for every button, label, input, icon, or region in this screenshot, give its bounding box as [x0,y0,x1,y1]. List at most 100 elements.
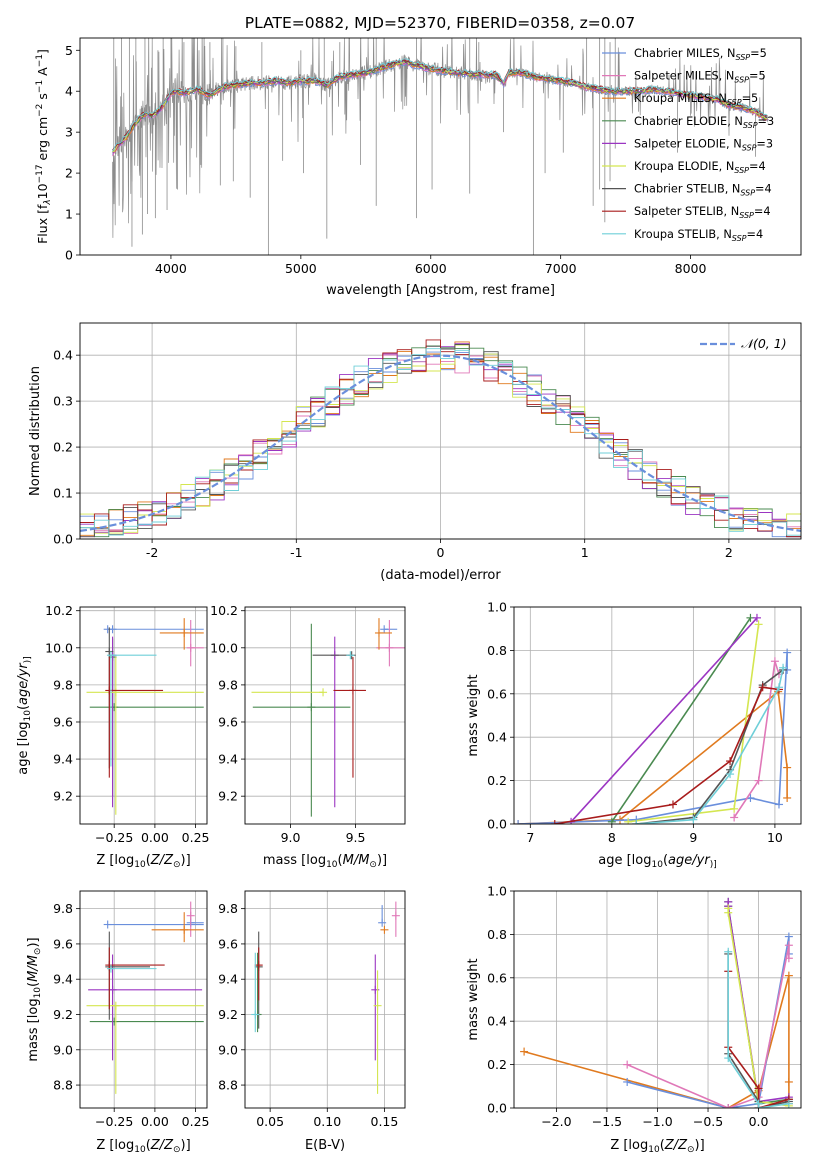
weight-line-salpeter-elodie [570,617,758,823]
plot-area [86,618,204,815]
x-axis-label: Z [log10(Z/Z⊙)] [96,853,190,870]
y-tick-label: 0 [65,248,73,263]
x-tick-label: 0.0 [749,1114,769,1129]
y-tick-label: 0.3 [53,394,73,409]
x-tick-label: 0.15 [371,1114,399,1129]
y-tick-label: 0.2 [53,440,73,455]
x-tick-label: 7 [526,830,534,845]
y-tick-label: 0.8 [487,643,507,658]
axes-frame [79,606,208,825]
y-tick-label: 9.4 [218,972,238,987]
y-tick-label: 0.1 [53,486,73,501]
y-axis-label: age [log10(age/yr)] [16,656,33,774]
x-axis-label: Z [log10(Z/Z⊙)] [610,1138,704,1155]
legend-entry: Salpeter ELODIE, NSSP=3 [634,137,773,152]
y-tick-label: 8.8 [218,1078,238,1093]
y-tick-label: 9.0 [53,1042,73,1057]
legend-entry: Chabrier MILES, NSSP=5 [634,47,767,62]
x-tick-label: 0.25 [182,830,210,845]
y-tick-label: 9.4 [53,972,73,987]
mass-vs-ebv-panel: 0.05 0.10 0.15 8.8 9.0 9.2 9.4 9.6 9.8 E(B-V) [218,890,406,1153]
y-tick-label: 9.4 [53,752,73,767]
x-tick-label: 0.00 [141,1114,169,1129]
legend-entry: Chabrier STELIB, NSSP=4 [634,183,772,198]
x-axis-label: E(B-V) [305,1138,345,1153]
mass-vs-metallicity-panel: −0.25 0.00 0.25 8.8 9.0 9.2 9.4 9.6 9.8 Z [log10(… [26,890,210,1155]
x-tick-label: 8 [608,830,616,845]
axes-frame [79,322,802,540]
axes-frame [79,890,208,1109]
y-tick-label: 9.8 [53,677,73,692]
y-tick-label: 1.0 [487,884,507,899]
mass-weight-vs-metallicity-panel: −2.0 −1.5 −1.0 −0.5 0.0 0.0 0.2 0.4 0.6 0.8 1.0 Z [… [466,884,802,1155]
y-tick-label: 0.6 [487,686,507,701]
x-tick-label: 0.10 [313,1114,341,1129]
figure-title: PLATE=0882, MJD=52370, FIBERID=0358, z=0… [245,14,635,32]
y-tick-label: 10.2 [45,603,73,618]
legend-entry: Kroupa MILES, NSSP=5 [634,92,758,107]
plot-area [520,897,793,1108]
axes-frame [244,890,406,1109]
model-line-salpeter-miles [112,62,768,157]
x-tick-label: 9 [689,830,697,845]
residual-histogram-kroupa-elodie [80,344,801,534]
legend-entry: Chabrier ELODIE, NSSP=3 [634,115,774,130]
y-tick-label: 0.2 [487,773,507,788]
model-line-kroupa-stelib [112,58,768,152]
y-tick-label: 9.8 [53,901,73,916]
x-axis-label: Z [log10(Z/Z⊙)] [96,1138,190,1155]
x-tick-label: −0.25 [95,830,133,845]
x-tick-label: 10 [767,830,783,845]
y-tick-label: 0.4 [53,348,73,363]
x-tick-label: 0 [437,545,445,560]
x-tick-label: 8000 [675,261,707,276]
y-tick-label: 9.6 [218,936,238,951]
y-tick-label: 9.0 [218,1042,238,1057]
legend-entry: Kroupa ELODIE, NSSP=4 [634,160,766,175]
y-tick-label: 9.8 [218,901,238,916]
y-axis-label: Flux [fλ10−17 erg cm−2 s−1 A−1] [35,49,53,244]
x-tick-label: −0.5 [693,1114,723,1129]
y-tick-label: 9.8 [218,677,238,692]
x-tick-label: 5000 [285,261,317,276]
y-tick-label: 9.6 [218,714,238,729]
spectrum-panel: 4000 5000 6000 7000 8000 0 1 2 3 4 5 Chabrier MILES… [35,37,802,298]
weight-line-salpeter-miles [733,661,780,818]
y-tick-label: 9.2 [218,1007,238,1022]
x-tick-label: −0.25 [95,1114,133,1129]
x-tick-label: -2 [146,545,158,560]
legend-entry: 𝒩(0, 1) [741,336,787,351]
residual-histogram-salpeter-stelib [80,339,801,538]
y-tick-label: 10.0 [210,640,238,655]
axes-frame [244,606,406,825]
plot-area [514,613,792,824]
residuals-panel: -2 -1 0 1 2 0.0 0.1 0.2 0.3 0.4 𝒩(0, 1) (data-model… [28,322,802,583]
x-tick-label: 1 [581,545,589,560]
y-tick-label: 9.2 [218,789,238,804]
age-vs-mass-panel: 9.0 9.5 9.2 9.4 9.6 9.8 10.0 10.2 mass [log10(M/… [210,603,406,870]
y-axis-label: mass weight [466,674,481,756]
x-tick-label: 0.25 [182,1114,210,1129]
x-tick-label: 6000 [415,261,447,276]
weight-line-chabrier-elodie [611,617,752,823]
y-tick-label: 2 [65,166,73,181]
x-tick-label: -1 [290,545,302,560]
x-tick-label: 9.5 [346,830,366,845]
y-tick-label: 10.2 [210,603,238,618]
y-tick-label: 0.0 [53,532,73,547]
normal-curve [80,354,801,532]
x-tick-label: 7000 [545,261,577,276]
legend-entry: Kroupa STELIB, NSSP=4 [634,228,763,243]
y-axis-label: mass weight [466,958,481,1040]
x-tick-label: 4000 [155,261,187,276]
y-tick-label: 1 [65,207,73,222]
y-tick-label: 5 [65,43,73,58]
y-tick-label: 3 [65,125,73,140]
y-tick-label: 0.8 [487,927,507,942]
y-tick-label: 8.8 [53,1078,73,1093]
y-tick-label: 9.2 [53,1007,73,1022]
y-tick-label: 1.0 [487,600,507,615]
y-tick-label: 0.0 [487,817,507,832]
plot-area [86,901,204,1094]
